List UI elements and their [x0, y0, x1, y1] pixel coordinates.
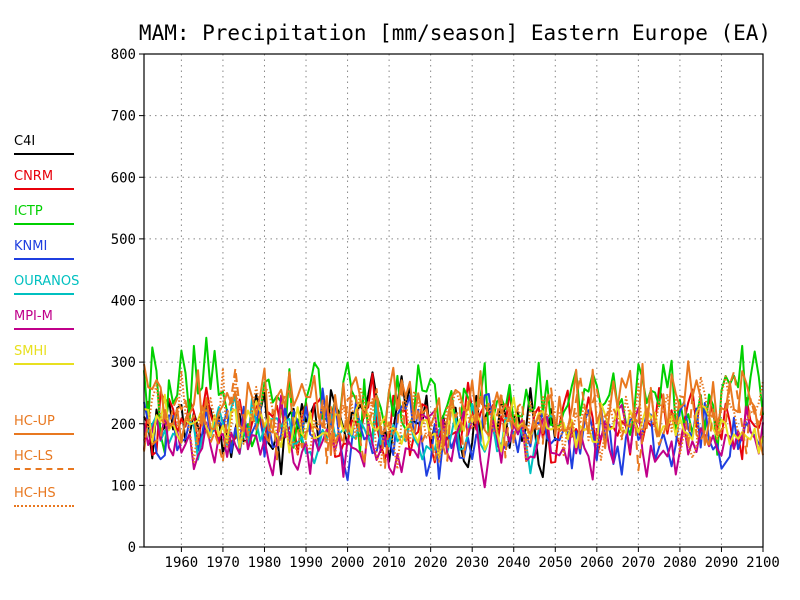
x-tick-label: 2040	[497, 555, 531, 571]
x-tick-label: 2020	[414, 555, 448, 571]
x-tick-label: 2080	[663, 555, 697, 571]
legend-item-ictp: ICTP	[14, 204, 74, 225]
legend-swatch	[14, 328, 74, 330]
y-tick-label: 700	[111, 109, 136, 125]
legend-label: HC-HS	[14, 486, 56, 501]
x-tick-label: 1960	[165, 555, 199, 571]
x-tick-label: 2010	[372, 555, 406, 571]
series-line-hc-hs	[143, 367, 764, 470]
legend-swatch	[14, 258, 74, 260]
x-tick-label: 1970	[206, 555, 240, 571]
x-tick-label: 2050	[538, 555, 572, 571]
chart-title: MAM: Precipitation [mm/season] Eastern E…	[139, 21, 771, 45]
y-tick-label: 400	[111, 294, 136, 310]
y-tick-label: 200	[111, 417, 136, 433]
legend-item-knmi: KNMI	[14, 239, 74, 260]
legend-item-ouranos: OURANOS	[14, 274, 80, 295]
legend-item-hc-ls: HC-LS	[14, 449, 74, 470]
legend-swatch	[14, 293, 74, 295]
series-layer	[143, 336, 764, 489]
legend-label: KNMI	[14, 239, 48, 254]
legend-label: SMHI	[14, 344, 48, 359]
legend-item-hc-up: HC-UP	[14, 414, 74, 435]
x-tick-label: 2090	[705, 555, 739, 571]
series-line-hc-ls	[143, 367, 764, 472]
y-tick-label: 0	[128, 540, 136, 556]
x-tick-label: 1990	[289, 555, 323, 571]
legend-label: HC-UP	[14, 414, 55, 429]
legend-swatch	[14, 363, 74, 365]
legend-label: HC-LS	[14, 449, 54, 464]
legend-item-c4i: C4I	[14, 134, 74, 155]
legend-item-mpi-m: MPI-M	[14, 309, 74, 330]
y-tick-label: 100	[111, 478, 136, 494]
grid-layer	[144, 54, 763, 547]
legend-item-cnrm: CNRM	[14, 169, 74, 190]
x-tick-label: 2000	[331, 555, 365, 571]
legend-swatch	[14, 433, 74, 435]
legend-item-hc-hs: HC-HS	[14, 486, 74, 507]
legend-swatch	[14, 505, 74, 507]
legend-swatch	[14, 188, 74, 190]
legend-label: C4I	[14, 134, 36, 149]
legend-label: OURANOS	[14, 274, 80, 289]
legend-item-smhi: SMHI	[14, 344, 74, 365]
legend-swatch	[14, 153, 74, 155]
legend-label: MPI-M	[14, 309, 53, 324]
legend-swatch	[14, 223, 74, 225]
x-tick-label: 1980	[248, 555, 282, 571]
y-tick-label: 600	[111, 170, 136, 186]
series-line-hc-up	[143, 360, 764, 456]
y-tick-label: 500	[111, 232, 136, 248]
x-tick-label: 2070	[622, 555, 656, 571]
axis-layer: 0 100 200 300 400 500 600 700 800 1960 1970 1980 199…	[111, 47, 780, 571]
legend-swatch	[14, 468, 74, 470]
x-tick-label: 2100	[746, 555, 780, 571]
legend-label: ICTP	[14, 204, 43, 219]
series-line-mpi-m	[143, 394, 764, 489]
y-tick-label: 800	[111, 47, 136, 63]
x-tick-label: 2030	[455, 555, 489, 571]
legend-label: CNRM	[14, 169, 54, 184]
y-tick-label: 300	[111, 355, 136, 371]
x-tick-label: 2060	[580, 555, 614, 571]
